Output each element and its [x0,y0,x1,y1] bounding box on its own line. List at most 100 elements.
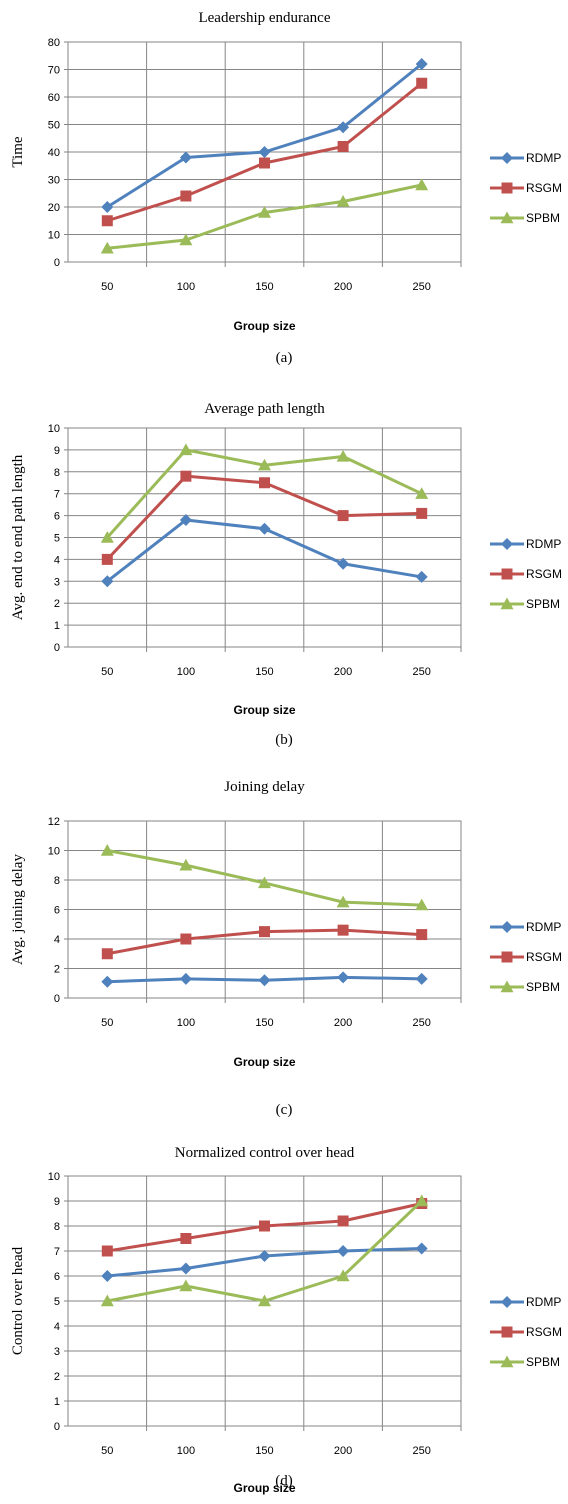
x-tick-label: 100 [177,1445,195,1457]
caption-a: (a) [275,350,293,366]
x-tick-label: 50 [101,666,113,678]
y-tick-label: 30 [48,175,60,187]
data-point [259,477,270,489]
series-rdmp [101,971,428,988]
data-point [179,1279,193,1292]
legend-item-spbm: SPBM [490,597,560,611]
legend-label: RDMP [526,1295,561,1309]
data-point [258,522,271,535]
x-tick-label: 150 [255,666,273,678]
data-point [180,1233,192,1244]
legend-label: SPBM [526,597,560,611]
x-tick-label: 50 [101,281,113,293]
legend-label: SPBM [526,980,560,994]
data-point [415,1194,429,1207]
data-point [101,201,114,213]
legend-item-spbm: SPBM [490,1355,560,1369]
y-tick-label: 7 [54,1246,60,1258]
x-tick-label: 150 [255,1017,273,1029]
series-spbm [100,844,429,911]
data-point [179,151,192,164]
data-point [258,1294,271,1307]
chart-panel-a: Leadership endurance 0 10 20 30 40 50 60 70 80 50 1… [0,0,568,380]
x-tick-label: 150 [255,281,273,293]
legend-marker [501,182,513,194]
x-axis-label: Group size [233,1481,295,1495]
x-tick-label: 250 [413,1017,431,1029]
y-tick-label: 8 [54,1221,60,1233]
data-point [415,58,428,70]
data-point [179,1262,192,1275]
y-tick-label: 0 [54,1421,60,1433]
y-tick-label: 5 [54,533,60,545]
series-rsgm [101,470,428,565]
legend-label: RSGM [526,567,562,581]
y-tick-label: 6 [54,905,60,917]
y-tick-label: 6 [54,511,60,523]
data-point [258,146,271,158]
legend-marker [500,211,514,224]
chart-svg-a: Leadership endurance 0 10 20 30 40 50 60 70 80 50 1… [10,10,562,333]
chart-panel-d: Normalized control over head 0 1 2 3 4 5 6 7 8 9 10… [0,1130,568,1504]
data-point [101,948,113,960]
data-point [416,929,428,941]
y-tick-label: 40 [48,147,60,159]
series-rsgm [101,1198,428,1257]
x-tick-label: 100 [177,1017,195,1029]
legend-item-rsgm: RSGM [490,1325,562,1339]
legend-marker [500,1355,514,1368]
data-point [180,470,192,482]
data-point [416,77,428,89]
legend-item-rdmp: RDMP [490,920,561,934]
data-point [415,1242,428,1255]
series-spbm [100,443,429,543]
chart-panel-b: Average path length 0 1 2 3 4 5 6 7 8 9 10 50 100 150 2… [0,380,568,760]
x-tick-label: 200 [334,1017,352,1029]
plot-area [67,1175,462,1427]
legend-item-rdmp: RDMP [490,1295,561,1309]
y-tick-label: 9 [54,1196,60,1208]
chart-title: Normalized control over head [175,1145,355,1161]
y-tick-label: 1 [54,1396,60,1408]
y-tick-label: 7 [54,489,60,501]
x-axis-label: Group size [233,1055,295,1069]
data-point [336,449,350,462]
data-point [100,1294,114,1307]
legend-marker [501,1296,513,1308]
legend-item-rsgm: RSGM [490,567,562,581]
data-point [179,972,192,985]
series-rdmp [101,58,428,213]
data-point [337,971,350,984]
x-tick-label: 250 [413,281,431,293]
legend-item-spbm: SPBM [490,980,560,994]
y-tick-label: 10 [48,230,60,242]
legend-marker [501,951,513,963]
data-point [259,1220,270,1232]
y-tick-label: 10 [48,1171,60,1183]
data-point [259,157,270,169]
data-point [336,895,350,908]
x-tick-label: 250 [413,666,431,678]
y-tick-label: 2 [54,598,60,610]
data-point [336,195,350,207]
y-tick-label: 20 [48,202,60,214]
x-tick-label: 200 [334,1445,352,1457]
y-tick-label: 4 [54,554,60,566]
y-tick-label: 2 [54,1371,60,1383]
legend-label: SPBM [526,1355,560,1369]
legend-label: SPBM [526,211,560,225]
plot-area [67,427,462,648]
series-spbm [100,1194,429,1307]
legend-item-rdmp: RDMP [490,151,561,165]
legend-marker [500,980,514,993]
chart-title: Leadership endurance [198,10,330,26]
y-tick-label: 9 [54,445,60,457]
y-tick-label: 0 [54,257,60,269]
y-tick-label: 0 [54,993,60,1005]
data-point [415,898,429,911]
legend-label: RDMP [526,920,561,934]
y-tick-label: 4 [54,934,60,946]
data-point [415,972,428,985]
legend-item-rsgm: RSGM [490,181,562,195]
series-spbm [100,178,429,254]
